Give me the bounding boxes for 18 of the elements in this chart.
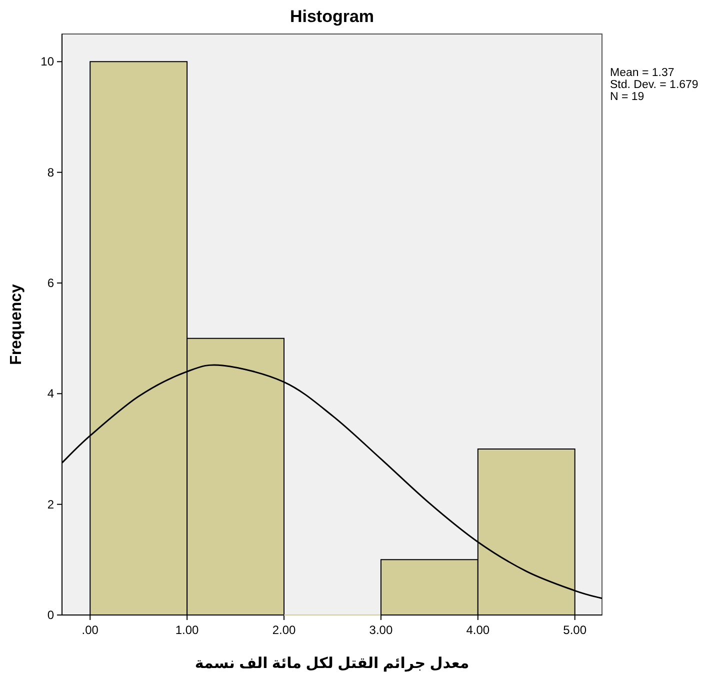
x-tick-label: .00 (82, 623, 99, 637)
y-tick-label: 10 (40, 54, 54, 69)
text: N = 19 (610, 91, 644, 103)
text: Std. Dev. = 1.679 (610, 79, 698, 91)
y-axis-title: Frequency (8, 284, 25, 365)
x-axis-title: معدل جرائم القتل لكل مائة الف نسمة (194, 655, 470, 672)
y-tick-label: 2 (47, 497, 54, 512)
chart-title: Histogram (290, 7, 374, 26)
x-tick-label: 1.00 (175, 623, 200, 637)
y-tick-label: 4 (47, 386, 54, 401)
text: Mean = 1.37 (610, 67, 674, 79)
x-tick-label: 4.00 (466, 623, 490, 637)
y-tick-label: 0 (47, 608, 54, 622)
x-tick-label: 2.00 (272, 623, 296, 637)
x-tick-label: 5.00 (563, 623, 587, 637)
y-tick-label: 6 (47, 276, 54, 290)
x-tick-label: 3.00 (369, 623, 393, 637)
y-tick-label: 8 (47, 165, 54, 180)
